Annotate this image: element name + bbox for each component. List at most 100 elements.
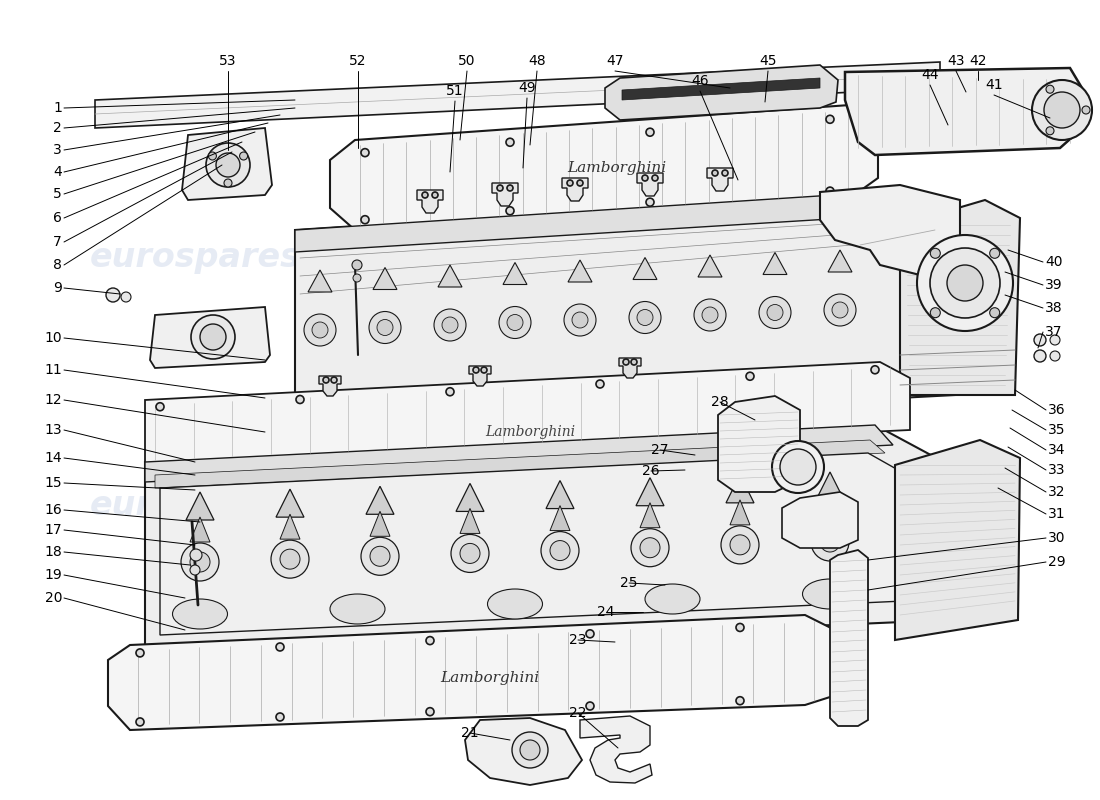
Circle shape xyxy=(323,377,329,383)
Text: 12: 12 xyxy=(44,393,62,407)
Circle shape xyxy=(1034,334,1046,346)
Polygon shape xyxy=(370,511,390,536)
Polygon shape xyxy=(726,475,754,503)
Circle shape xyxy=(642,175,648,181)
Polygon shape xyxy=(820,185,960,280)
Circle shape xyxy=(720,526,759,564)
Circle shape xyxy=(240,152,248,160)
Circle shape xyxy=(442,317,458,333)
Circle shape xyxy=(772,441,824,493)
Circle shape xyxy=(712,170,718,176)
Polygon shape xyxy=(718,396,800,492)
Circle shape xyxy=(352,260,362,270)
Ellipse shape xyxy=(173,599,228,629)
Circle shape xyxy=(564,304,596,336)
Circle shape xyxy=(550,541,570,561)
Text: 19: 19 xyxy=(44,568,62,582)
Circle shape xyxy=(830,694,839,702)
Circle shape xyxy=(216,153,240,177)
Circle shape xyxy=(136,718,144,726)
Circle shape xyxy=(271,540,309,578)
Circle shape xyxy=(520,740,540,760)
Polygon shape xyxy=(707,168,733,191)
Circle shape xyxy=(499,306,531,338)
Polygon shape xyxy=(456,483,484,511)
Circle shape xyxy=(871,366,879,374)
Text: 30: 30 xyxy=(1048,531,1066,545)
Text: 26: 26 xyxy=(642,464,660,478)
Polygon shape xyxy=(145,425,893,482)
Text: 35: 35 xyxy=(1048,423,1066,437)
Polygon shape xyxy=(373,267,397,290)
Circle shape xyxy=(586,702,594,710)
Polygon shape xyxy=(640,502,660,528)
Polygon shape xyxy=(782,492,858,548)
Polygon shape xyxy=(465,718,582,785)
Text: 15: 15 xyxy=(44,476,62,490)
Circle shape xyxy=(990,308,1000,318)
Text: 3: 3 xyxy=(53,143,62,157)
Text: 31: 31 xyxy=(1048,507,1066,521)
Circle shape xyxy=(208,152,217,160)
Polygon shape xyxy=(828,250,852,272)
Text: 9: 9 xyxy=(53,281,62,295)
Polygon shape xyxy=(550,506,570,530)
Circle shape xyxy=(507,314,522,330)
Circle shape xyxy=(224,179,232,187)
Text: 14: 14 xyxy=(44,451,62,465)
Polygon shape xyxy=(108,615,855,730)
Ellipse shape xyxy=(330,594,385,624)
Text: 46: 46 xyxy=(691,74,708,88)
Circle shape xyxy=(206,143,250,187)
Text: Lamborghini: Lamborghini xyxy=(440,671,540,685)
Text: 11: 11 xyxy=(44,363,62,377)
Circle shape xyxy=(623,359,629,365)
Polygon shape xyxy=(895,440,1020,640)
Circle shape xyxy=(826,115,834,123)
Polygon shape xyxy=(503,262,527,285)
Circle shape xyxy=(446,388,454,396)
Polygon shape xyxy=(562,178,588,201)
Circle shape xyxy=(930,248,1000,318)
Text: 23: 23 xyxy=(570,633,586,647)
Text: 27: 27 xyxy=(651,443,669,457)
Circle shape xyxy=(497,185,503,191)
Circle shape xyxy=(506,206,514,214)
Circle shape xyxy=(646,198,654,206)
Text: 53: 53 xyxy=(219,54,236,68)
Circle shape xyxy=(572,312,588,328)
Circle shape xyxy=(646,128,654,136)
Circle shape xyxy=(830,619,839,627)
Polygon shape xyxy=(460,509,480,534)
Text: 18: 18 xyxy=(44,545,62,559)
Polygon shape xyxy=(698,255,722,277)
Circle shape xyxy=(361,216,368,224)
Text: 20: 20 xyxy=(44,591,62,605)
Circle shape xyxy=(1032,80,1092,140)
Polygon shape xyxy=(145,425,955,655)
Text: 43: 43 xyxy=(947,54,965,68)
Circle shape xyxy=(512,732,548,768)
Polygon shape xyxy=(155,440,886,488)
Circle shape xyxy=(182,543,219,581)
Circle shape xyxy=(121,292,131,302)
Polygon shape xyxy=(546,481,574,509)
Polygon shape xyxy=(605,65,838,120)
Circle shape xyxy=(931,308,940,318)
Circle shape xyxy=(106,288,120,302)
Text: eurospares: eurospares xyxy=(89,242,300,274)
Text: 34: 34 xyxy=(1048,443,1066,457)
Circle shape xyxy=(820,532,840,552)
Text: Lamborghini: Lamborghini xyxy=(485,425,575,439)
Polygon shape xyxy=(568,260,592,282)
Circle shape xyxy=(507,185,513,191)
Ellipse shape xyxy=(487,589,542,619)
Text: 28: 28 xyxy=(712,395,729,409)
Circle shape xyxy=(824,294,856,326)
Text: 13: 13 xyxy=(44,423,62,437)
Text: 51: 51 xyxy=(447,84,464,98)
Polygon shape xyxy=(900,200,1020,395)
Circle shape xyxy=(361,149,368,157)
Circle shape xyxy=(200,324,225,350)
Ellipse shape xyxy=(645,584,700,614)
